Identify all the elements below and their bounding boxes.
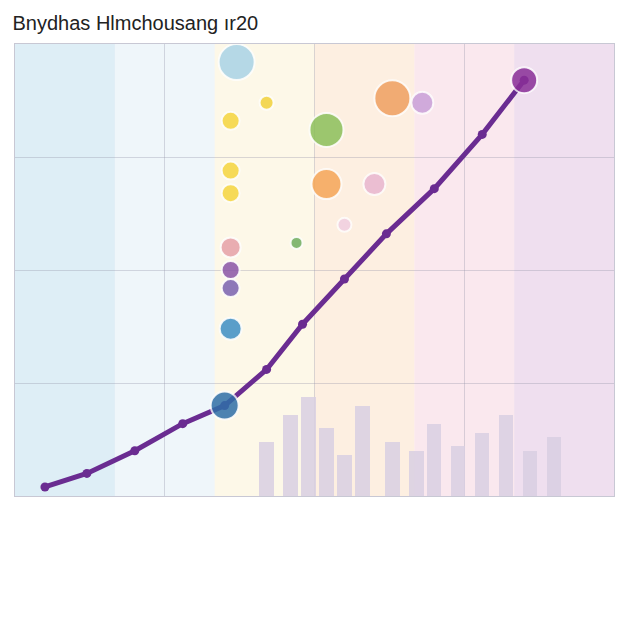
svg-text:Bnydhas Hlmchousang ır20: Bnydhas Hlmchousang ır20 [13, 12, 259, 34]
